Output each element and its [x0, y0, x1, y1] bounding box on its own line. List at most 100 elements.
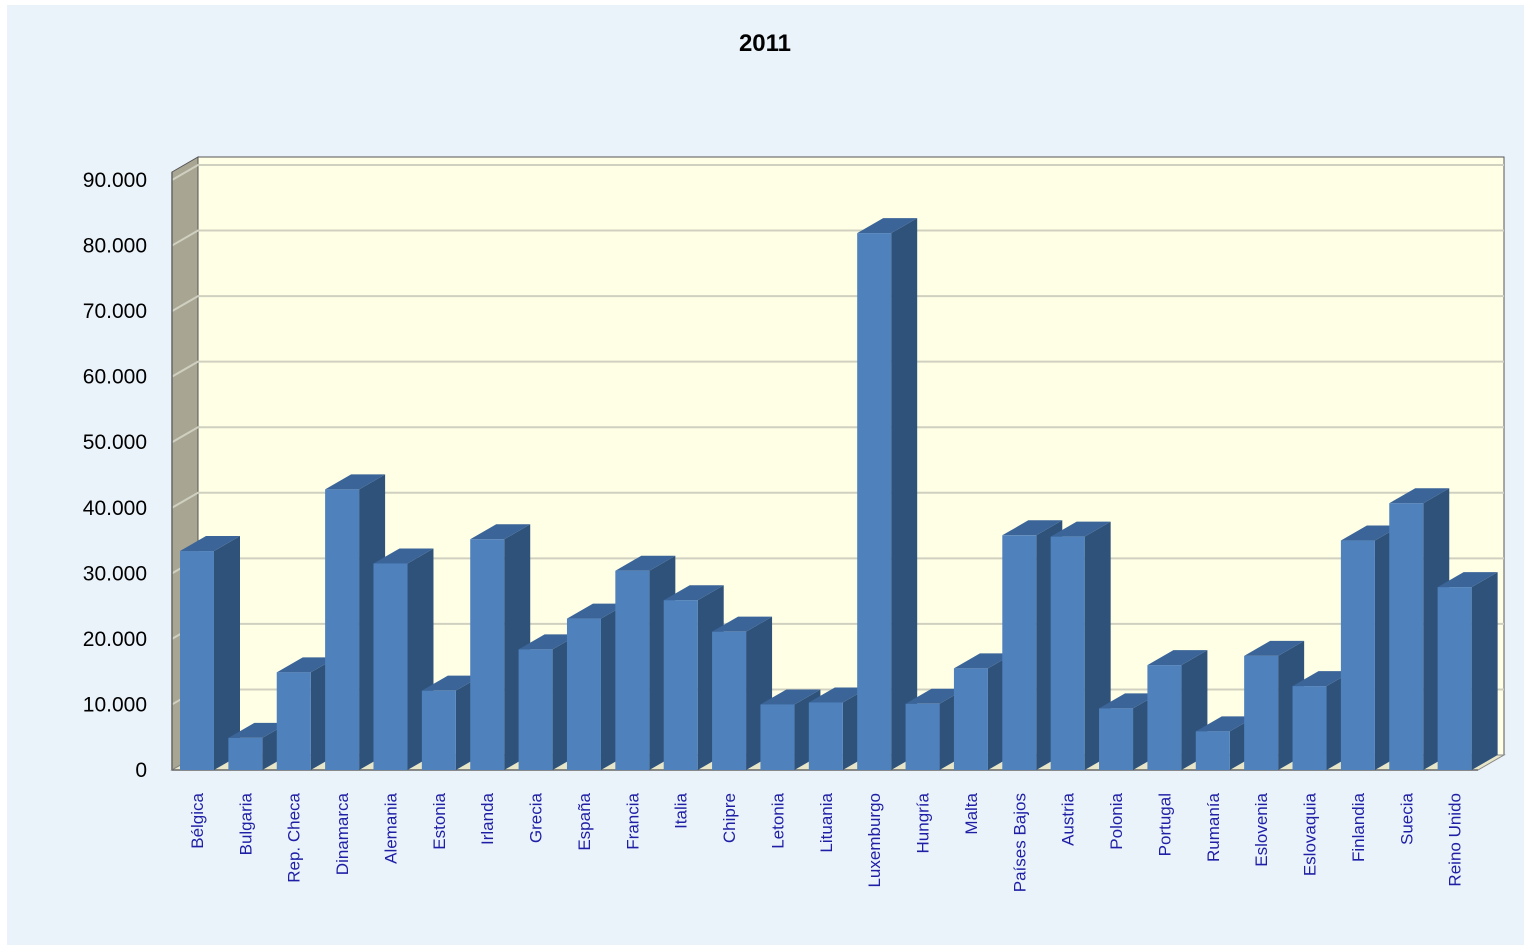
bar-front: [615, 570, 650, 770]
bar-front: [1195, 731, 1230, 770]
bar-front: [180, 551, 214, 770]
x-tick-label: Países Bajos: [1010, 793, 1029, 892]
chart-title: 2011: [738, 30, 792, 57]
bar-front: [421, 690, 456, 770]
x-tick-label: Hungría: [914, 792, 933, 853]
y-tick-label: 60.000: [83, 366, 147, 389]
bar-front: [566, 618, 601, 770]
x-tick-label: Eslovenia: [1252, 792, 1271, 866]
bar-top: [808, 687, 869, 703]
gridline: [171, 229, 1504, 247]
x-tick-label: Luxemburgo: [865, 793, 884, 888]
y-tick-label: 80.000: [83, 235, 147, 258]
bar-front: [663, 600, 698, 770]
bar-front: [276, 672, 311, 770]
x-tick-label: Chipre: [720, 793, 739, 843]
bar-top: [566, 603, 627, 619]
x-tick-label: Italia: [672, 792, 691, 828]
x-tick-label: Francia: [623, 792, 642, 849]
x-tick-label: España: [575, 792, 594, 850]
y-tick-label: 20.000: [83, 628, 147, 651]
bar-front: [518, 649, 553, 770]
bars: [180, 218, 1498, 771]
bar-top: [1002, 520, 1063, 536]
bar-front: [373, 563, 408, 770]
y-tick-labels: 0 10.000 20.000 30.000 40.000 50.000 60.000 70.…: [83, 169, 147, 782]
bar-front: [228, 737, 263, 770]
bar-top: [421, 675, 482, 691]
y-tick-label: 40.000: [83, 497, 147, 520]
x-tick-label: Suecia: [1397, 792, 1416, 845]
bar-front: [1244, 655, 1279, 770]
bar-front: [808, 702, 843, 770]
x-tick-label: Polonia: [1107, 792, 1126, 849]
x-tick-label: Malta: [962, 792, 981, 834]
bar-side: [214, 536, 240, 770]
bar-top: [1340, 525, 1401, 541]
x-tick-label: Bélgica: [188, 792, 207, 848]
bar-front: [712, 631, 747, 770]
bar-front: [325, 489, 360, 770]
x-tick-label: Reino Unido: [1446, 793, 1465, 887]
bar-top: [1099, 693, 1160, 709]
bar-front: [1099, 708, 1134, 770]
bar-front: [905, 703, 940, 770]
x-tick-label: Irlanda: [478, 792, 497, 845]
bar: [1147, 650, 1208, 770]
bar-top: [1389, 488, 1450, 504]
bar-top: [325, 474, 386, 490]
x-tick-labels: Bélgica Bulgaria Rep. Checa Dinamarca Aleman…: [188, 792, 1465, 892]
y-tick-label: 50.000: [83, 431, 147, 454]
y-tick-label: 70.000: [83, 300, 147, 323]
bar-top: [180, 536, 240, 552]
x-tick-label: Rep. Checa: [285, 792, 304, 882]
y-tick-label: 90.000: [83, 169, 147, 192]
bar-front: [470, 539, 505, 770]
x-tick-label: Finlandia: [1349, 792, 1368, 862]
bar-top: [615, 555, 676, 571]
x-tick-label: Alemania: [381, 792, 400, 863]
gridline: [171, 295, 1504, 312]
bar-front: [1292, 686, 1327, 770]
bar-top: [1437, 572, 1498, 588]
gridline: [171, 491, 1504, 509]
bar-front: [1147, 665, 1182, 770]
x-tick-label: Eslovaquia: [1301, 792, 1320, 876]
x-tick-label: Grecia: [527, 792, 546, 843]
bar-front: [953, 668, 988, 770]
bar-side: [891, 218, 918, 771]
bar-top: [1147, 650, 1208, 666]
x-tick-label: Austria: [1059, 792, 1078, 845]
bar-side: [1471, 572, 1498, 770]
bar: [857, 218, 918, 771]
bar-top: [373, 548, 434, 564]
bar: [1099, 693, 1160, 770]
x-tick-label: Estonia: [430, 792, 449, 849]
bar-front: [1050, 536, 1085, 770]
gridline: [171, 360, 1504, 378]
gridline: [171, 164, 1504, 181]
x-tick-label: Bulgaria: [236, 792, 255, 855]
bar-front: [1340, 540, 1375, 770]
bar-front: [760, 704, 795, 770]
bar-top: [518, 634, 579, 650]
bar: [1437, 572, 1498, 770]
bar-top: [1244, 640, 1305, 656]
x-tick-label: Lituania: [817, 792, 836, 852]
bar-top: [228, 722, 289, 738]
bar-front: [1437, 587, 1472, 770]
bar-top: [857, 218, 918, 234]
bar-front: [857, 233, 892, 771]
bar-top: [1292, 671, 1353, 687]
y-tick-label: 30.000: [83, 562, 147, 585]
x-tick-label: Letonia: [768, 792, 787, 848]
gridline: [171, 426, 1504, 444]
y-tick-label: 10.000: [83, 693, 147, 716]
bar: [325, 474, 386, 770]
bar-front: [1002, 535, 1037, 770]
bar-front: [1389, 503, 1424, 770]
x-tick-label: Dinamarca: [333, 792, 352, 875]
bar-top: [712, 616, 773, 632]
bar: [180, 536, 240, 770]
